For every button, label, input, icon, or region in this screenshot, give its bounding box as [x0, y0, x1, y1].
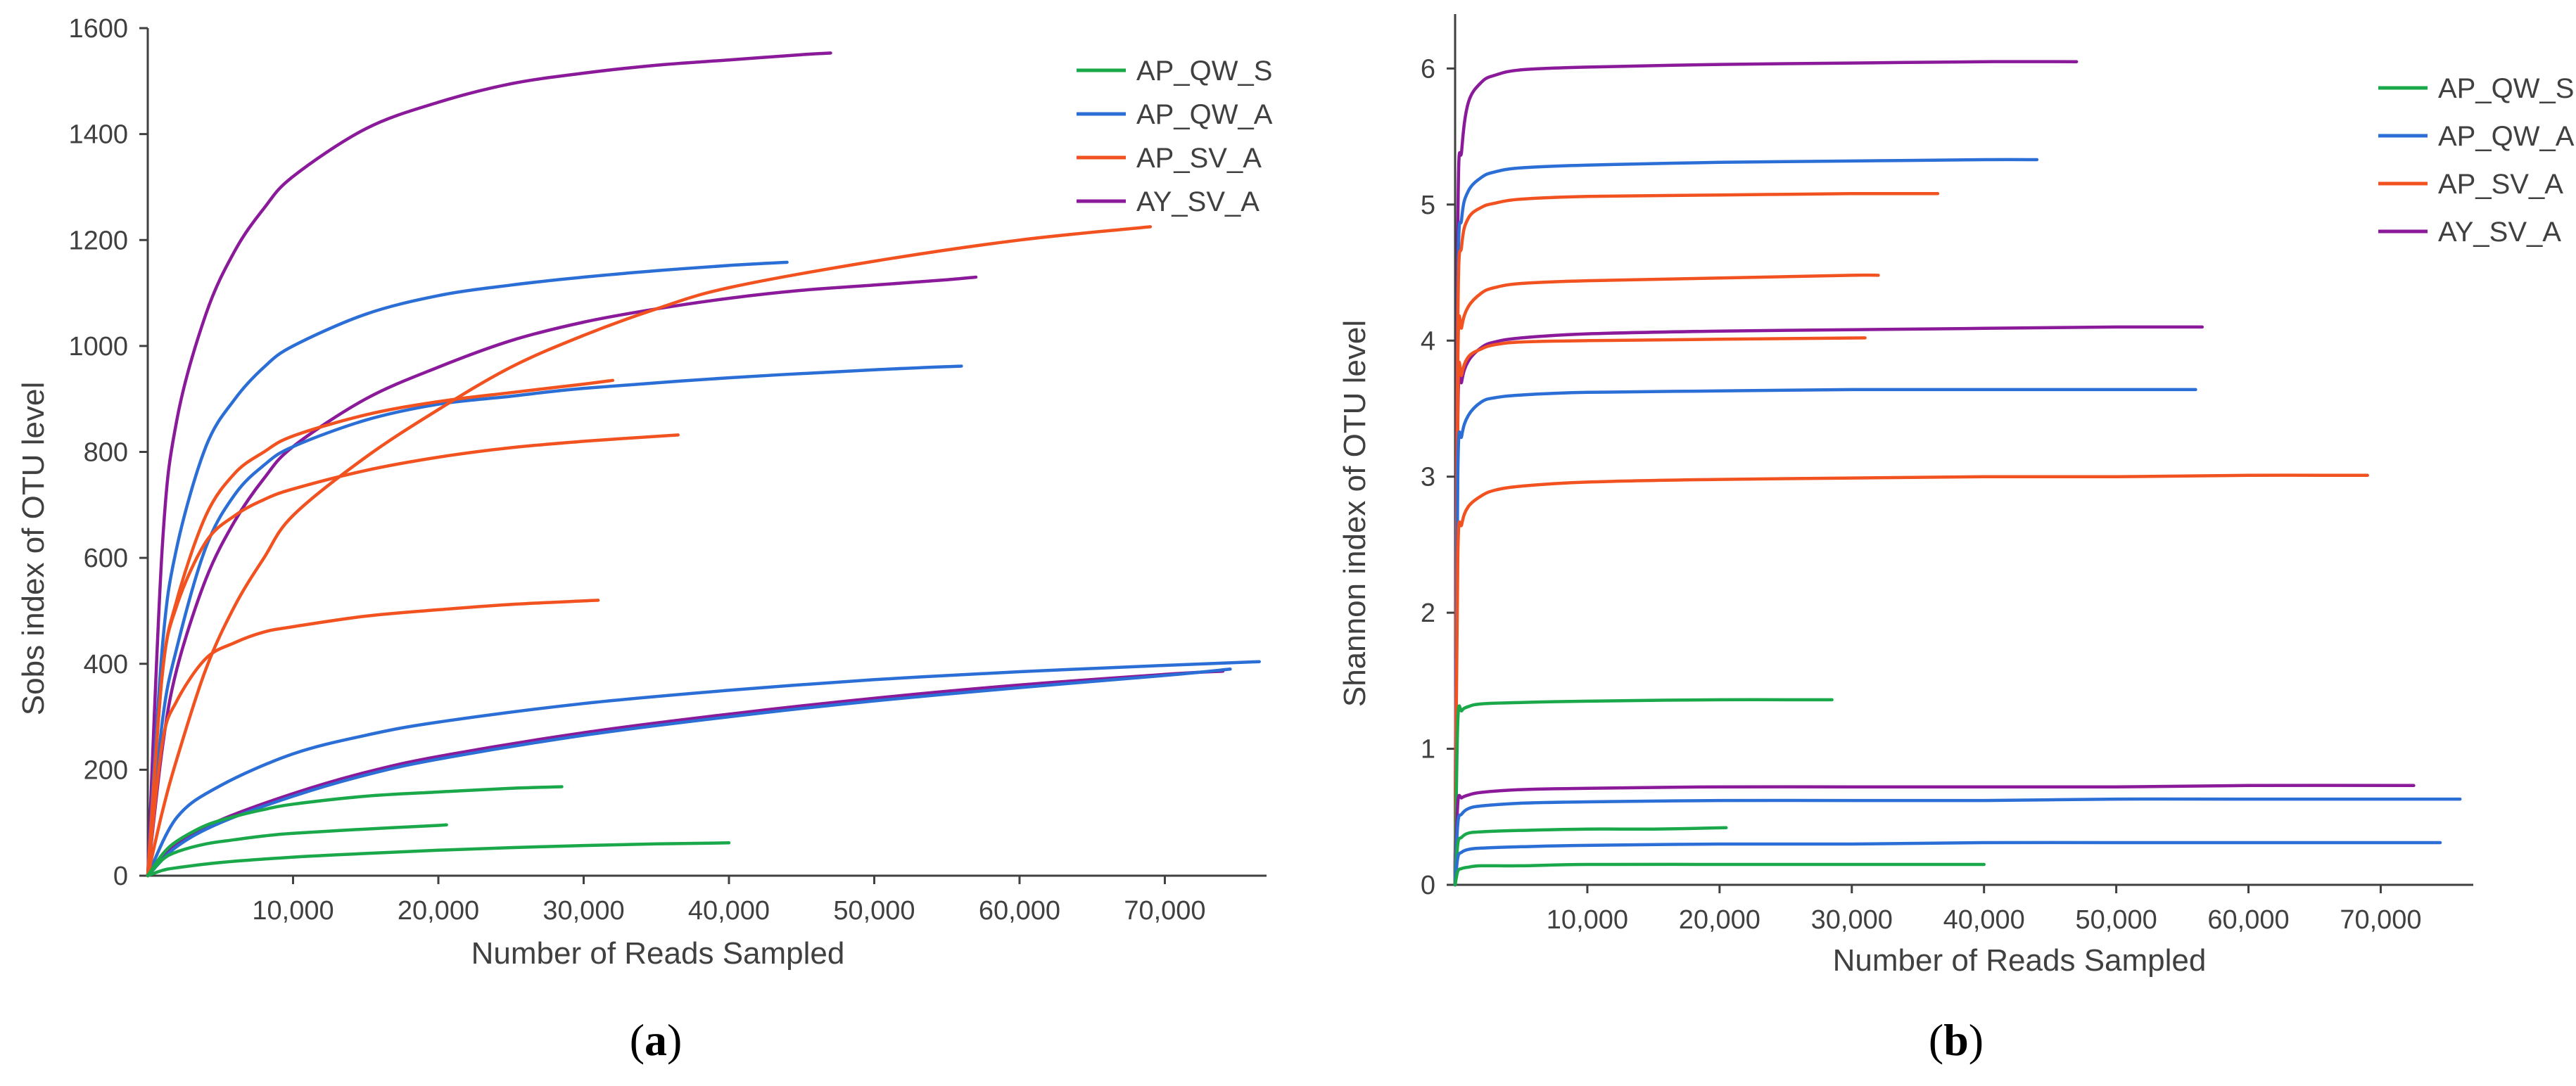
y-tick-label-a: 600	[84, 544, 128, 573]
panel-caption-a: (a)	[630, 1015, 683, 1065]
legend-b: AP_QW_S AP_QW_A AP_SV_A AY_SV_A	[2378, 73, 2575, 248]
x-tick-label-a: 60,000	[979, 896, 1060, 926]
y-tick-label-b: 6	[1421, 54, 1435, 84]
series-line-ap-qw-s	[146, 823, 448, 878]
legend-label: AY_SV_A	[1136, 186, 1260, 217]
series-line-ap-qw-s	[146, 785, 564, 878]
y-axis-label-b: Shannon index of OTU level	[1338, 320, 1372, 707]
series-line-ay-sv-a	[1453, 784, 2416, 887]
series-line-ap-qw-a	[146, 660, 1261, 878]
legend-label: AP_QW_A	[2438, 121, 2575, 152]
plot-area-b: 0 1 2 3 4 5 6 10,000 20,000 30,000 40,000 50,000 60,…	[1421, 14, 2473, 935]
x-axis-label-a: Number of Reads Sampled	[471, 936, 845, 971]
series-line-ay-sv-a	[146, 51, 832, 878]
panel-caption-b: (b)	[1929, 1015, 1984, 1065]
series-line-ap-qw-a	[1453, 158, 2039, 887]
series-line-ap-qw-s	[1453, 862, 1986, 887]
legend-label: AP_QW_S	[2438, 73, 2574, 104]
panel-a: Sobs index of OTU level Number of Reads …	[16, 14, 1273, 1065]
y-tick-label-a: 1600	[68, 14, 128, 44]
legend-a: AP_QW_S AP_QW_A AP_SV_A AY_SV_A	[1077, 56, 1273, 217]
series-line-ay-sv-a	[146, 670, 1225, 878]
legend-label: AP_QW_A	[1136, 99, 1273, 130]
series-line-ap-qw-a	[146, 364, 963, 878]
x-tick-label-b: 50,000	[2075, 905, 2157, 935]
x-tick-label-b: 60,000	[2207, 905, 2289, 935]
y-tick-label-b: 5	[1421, 191, 1435, 220]
y-tick-label-a: 1000	[68, 332, 128, 362]
series-line-ap-qw-s	[1453, 698, 1834, 887]
x-tick-label-a: 40,000	[688, 896, 770, 926]
series-line-ap-qw-a	[146, 260, 789, 878]
y-tick-label-a: 0	[113, 862, 128, 891]
y-tick-label-b: 4	[1421, 326, 1435, 356]
y-tick-label-a: 800	[84, 438, 128, 468]
series-line-ap-sv-a	[146, 599, 600, 878]
series-line-ap-sv-a	[1453, 273, 1880, 887]
x-tick-label-a: 50,000	[833, 896, 915, 926]
series-line-ap-qw-s	[1453, 826, 1728, 887]
y-tick-label-b: 1	[1421, 735, 1435, 765]
y-tick-label-a: 400	[84, 650, 128, 679]
series-line-ap-qw-a	[1453, 841, 2442, 887]
series-line-ap-sv-a	[146, 225, 1153, 878]
plot-area-a: 0 200 400 600 800 1000 1200 1400 1600 10,000 20,00…	[68, 14, 1267, 926]
x-tick-label-b: 10,000	[1547, 905, 1628, 935]
series-line-ap-sv-a	[1453, 473, 2369, 887]
series-line-ap-qw-s	[146, 841, 731, 878]
x-tick-label-b: 20,000	[1679, 905, 1760, 935]
x-tick-label-a: 30,000	[543, 896, 624, 926]
x-axis-label-b: Number of Reads Sampled	[1833, 943, 2207, 978]
x-tick-label-a: 10,000	[252, 896, 334, 926]
y-tick-label-a: 1400	[68, 120, 128, 150]
x-tick-label-b: 30,000	[1811, 905, 1893, 935]
series-line-ap-sv-a	[146, 378, 615, 878]
y-axis-label-a: Sobs index of OTU level	[16, 382, 51, 715]
x-tick-label-a: 20,000	[398, 896, 479, 926]
y-tick-label-b: 2	[1421, 599, 1435, 628]
series-line-ap-sv-a	[1453, 191, 1940, 887]
legend-label: AP_SV_A	[2438, 169, 2563, 200]
x-tick-label-b: 40,000	[1943, 905, 2025, 935]
y-tick-label-b: 3	[1421, 463, 1435, 492]
legend-label: AP_QW_S	[1136, 56, 1272, 87]
y-tick-label-b: 0	[1421, 871, 1435, 900]
series-line-ap-qw-a	[1453, 388, 2197, 887]
series-line-ap-sv-a	[146, 433, 680, 878]
panel-b: Shannon index of OTU level Number of Rea…	[1338, 14, 2575, 1065]
legend-label: AY_SV_A	[2438, 217, 2561, 248]
legend-label: AP_SV_A	[1136, 143, 1262, 174]
series-line-ap-qw-a	[1453, 797, 2462, 887]
y-tick-label-a: 200	[84, 755, 128, 785]
series-line-ay-sv-a	[1453, 60, 2079, 887]
x-tick-label-a: 70,000	[1124, 896, 1205, 926]
x-tick-label-b: 70,000	[2340, 905, 2421, 935]
y-tick-label-a: 1200	[68, 226, 128, 255]
series-line-ay-sv-a	[146, 275, 978, 878]
